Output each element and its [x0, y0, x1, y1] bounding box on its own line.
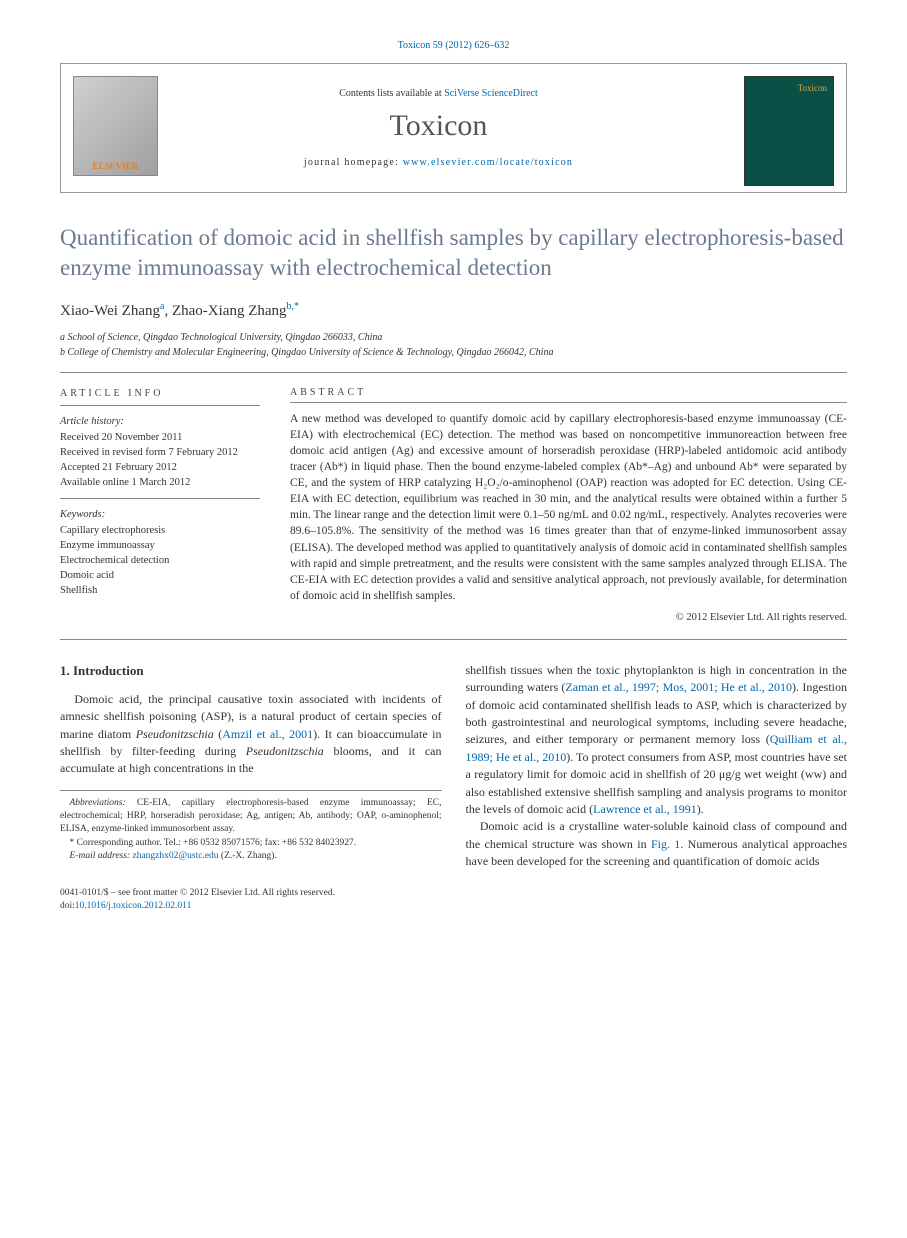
- author-2-name: Zhao-Xiang Zhang: [172, 303, 287, 319]
- doi-link[interactable]: 10.1016/j.toxicon.2012.02.011: [75, 901, 192, 911]
- received-date: Received 20 November 2011: [60, 430, 260, 445]
- email-footnote: E-mail address: zhangzhx02@ustc.edu (Z.-…: [60, 850, 442, 863]
- citation-amzil[interactable]: Amzil et al., 2001: [222, 727, 313, 741]
- section-number: 1.: [60, 663, 70, 678]
- elsevier-logo: ELSEVIER: [73, 76, 158, 176]
- body-column-right: shellfish tissues when the toxic phytopl…: [466, 662, 848, 871]
- citation-lawrence[interactable]: Lawrence et al., 1991: [593, 802, 697, 816]
- abstract-copyright: © 2012 Elsevier Ltd. All rights reserved…: [290, 612, 847, 623]
- sciencedirect-link[interactable]: SciVerse ScienceDirect: [444, 88, 538, 99]
- homepage-line: journal homepage: www.elsevier.com/locat…: [171, 157, 706, 168]
- section-heading: 1. Introduction: [60, 662, 442, 681]
- abbreviations-footnote: Abbreviations: CE-EIA, capillary electro…: [60, 797, 442, 837]
- journal-header: ELSEVIER Toxicon Contents lists availabl…: [60, 63, 847, 193]
- online-date: Available online 1 March 2012: [60, 475, 260, 490]
- journal-cover-thumbnail: Toxicon: [744, 76, 834, 186]
- doi-line: doi:10.1016/j.toxicon.2012.02.011: [60, 900, 847, 913]
- body-text: 1. Introduction Domoic acid, the princip…: [60, 662, 847, 871]
- history-label: Article history:: [60, 414, 260, 429]
- corresponding-email-link[interactable]: zhangzhx02@ustc.edu: [130, 851, 221, 861]
- body-column-left: 1. Introduction Domoic acid, the princip…: [60, 662, 442, 871]
- author-2-affil-sup: b,*: [287, 301, 300, 312]
- corresponding-author-footnote: * Corresponding author. Tel.: +86 0532 8…: [60, 837, 442, 850]
- figure-1-ref[interactable]: Fig. 1: [651, 837, 680, 851]
- keywords-label: Keywords:: [60, 507, 260, 522]
- revised-date: Received in revised form 7 February 2012: [60, 445, 260, 460]
- issn-copyright: 0041-0101/$ – see front matter © 2012 El…: [60, 887, 847, 900]
- keyword-4: Domoic acid: [60, 568, 260, 583]
- contents-listing: Contents lists available at SciVerse Sci…: [171, 88, 706, 99]
- citation-group-1[interactable]: Zaman et al., 1997; Mos, 2001; He et al.…: [565, 680, 792, 694]
- intro-paragraph-1: Domoic acid, the principal causative tox…: [60, 691, 442, 778]
- journal-reference: Toxicon 59 (2012) 626–632: [60, 40, 847, 51]
- author-list: Xiao-Wei Zhanga, Zhao-Xiang Zhangb,*: [60, 301, 847, 320]
- homepage-url-link[interactable]: www.elsevier.com/locate/toxicon: [403, 157, 573, 168]
- footnotes: Abbreviations: CE-EIA, capillary electro…: [60, 797, 442, 863]
- article-info-heading: ARTICLE INFO: [60, 387, 260, 407]
- abstract-heading: ABSTRACT: [290, 387, 847, 403]
- intro-paragraph-2: Domoic acid is a crystalline water-solub…: [466, 818, 848, 870]
- contents-prefix: Contents lists available at: [339, 88, 444, 99]
- author-separator: ,: [164, 303, 172, 319]
- journal-name: Toxicon: [171, 109, 706, 143]
- intro-paragraph-1-cont: shellfish tissues when the toxic phytopl…: [466, 662, 848, 819]
- footnote-divider: [60, 790, 442, 791]
- accepted-date: Accepted 21 February 2012: [60, 460, 260, 475]
- affiliation-b: b College of Chemistry and Molecular Eng…: [60, 345, 847, 360]
- abstract-text: A new method was developed to quantify d…: [290, 411, 847, 604]
- affiliation-a: a School of Science, Qingdao Technologic…: [60, 330, 847, 345]
- keyword-2: Enzyme immunoassay: [60, 538, 260, 553]
- keyword-5: Shellfish: [60, 583, 260, 598]
- section-title: Introduction: [73, 663, 144, 678]
- keyword-3: Electrochemical detection: [60, 553, 260, 568]
- author-1-name: Xiao-Wei Zhang: [60, 303, 160, 319]
- article-title: Quantification of domoic acid in shellfi…: [60, 223, 847, 283]
- affiliations: a School of Science, Qingdao Technologic…: [60, 330, 847, 373]
- keyword-1: Capillary electrophoresis: [60, 523, 260, 538]
- abstract-panel: ABSTRACT A new method was developed to q…: [290, 387, 847, 623]
- front-matter-footer: 0041-0101/$ – see front matter © 2012 El…: [60, 887, 847, 914]
- article-info-panel: ARTICLE INFO Article history: Received 2…: [60, 387, 260, 623]
- homepage-prefix: journal homepage:: [304, 157, 403, 168]
